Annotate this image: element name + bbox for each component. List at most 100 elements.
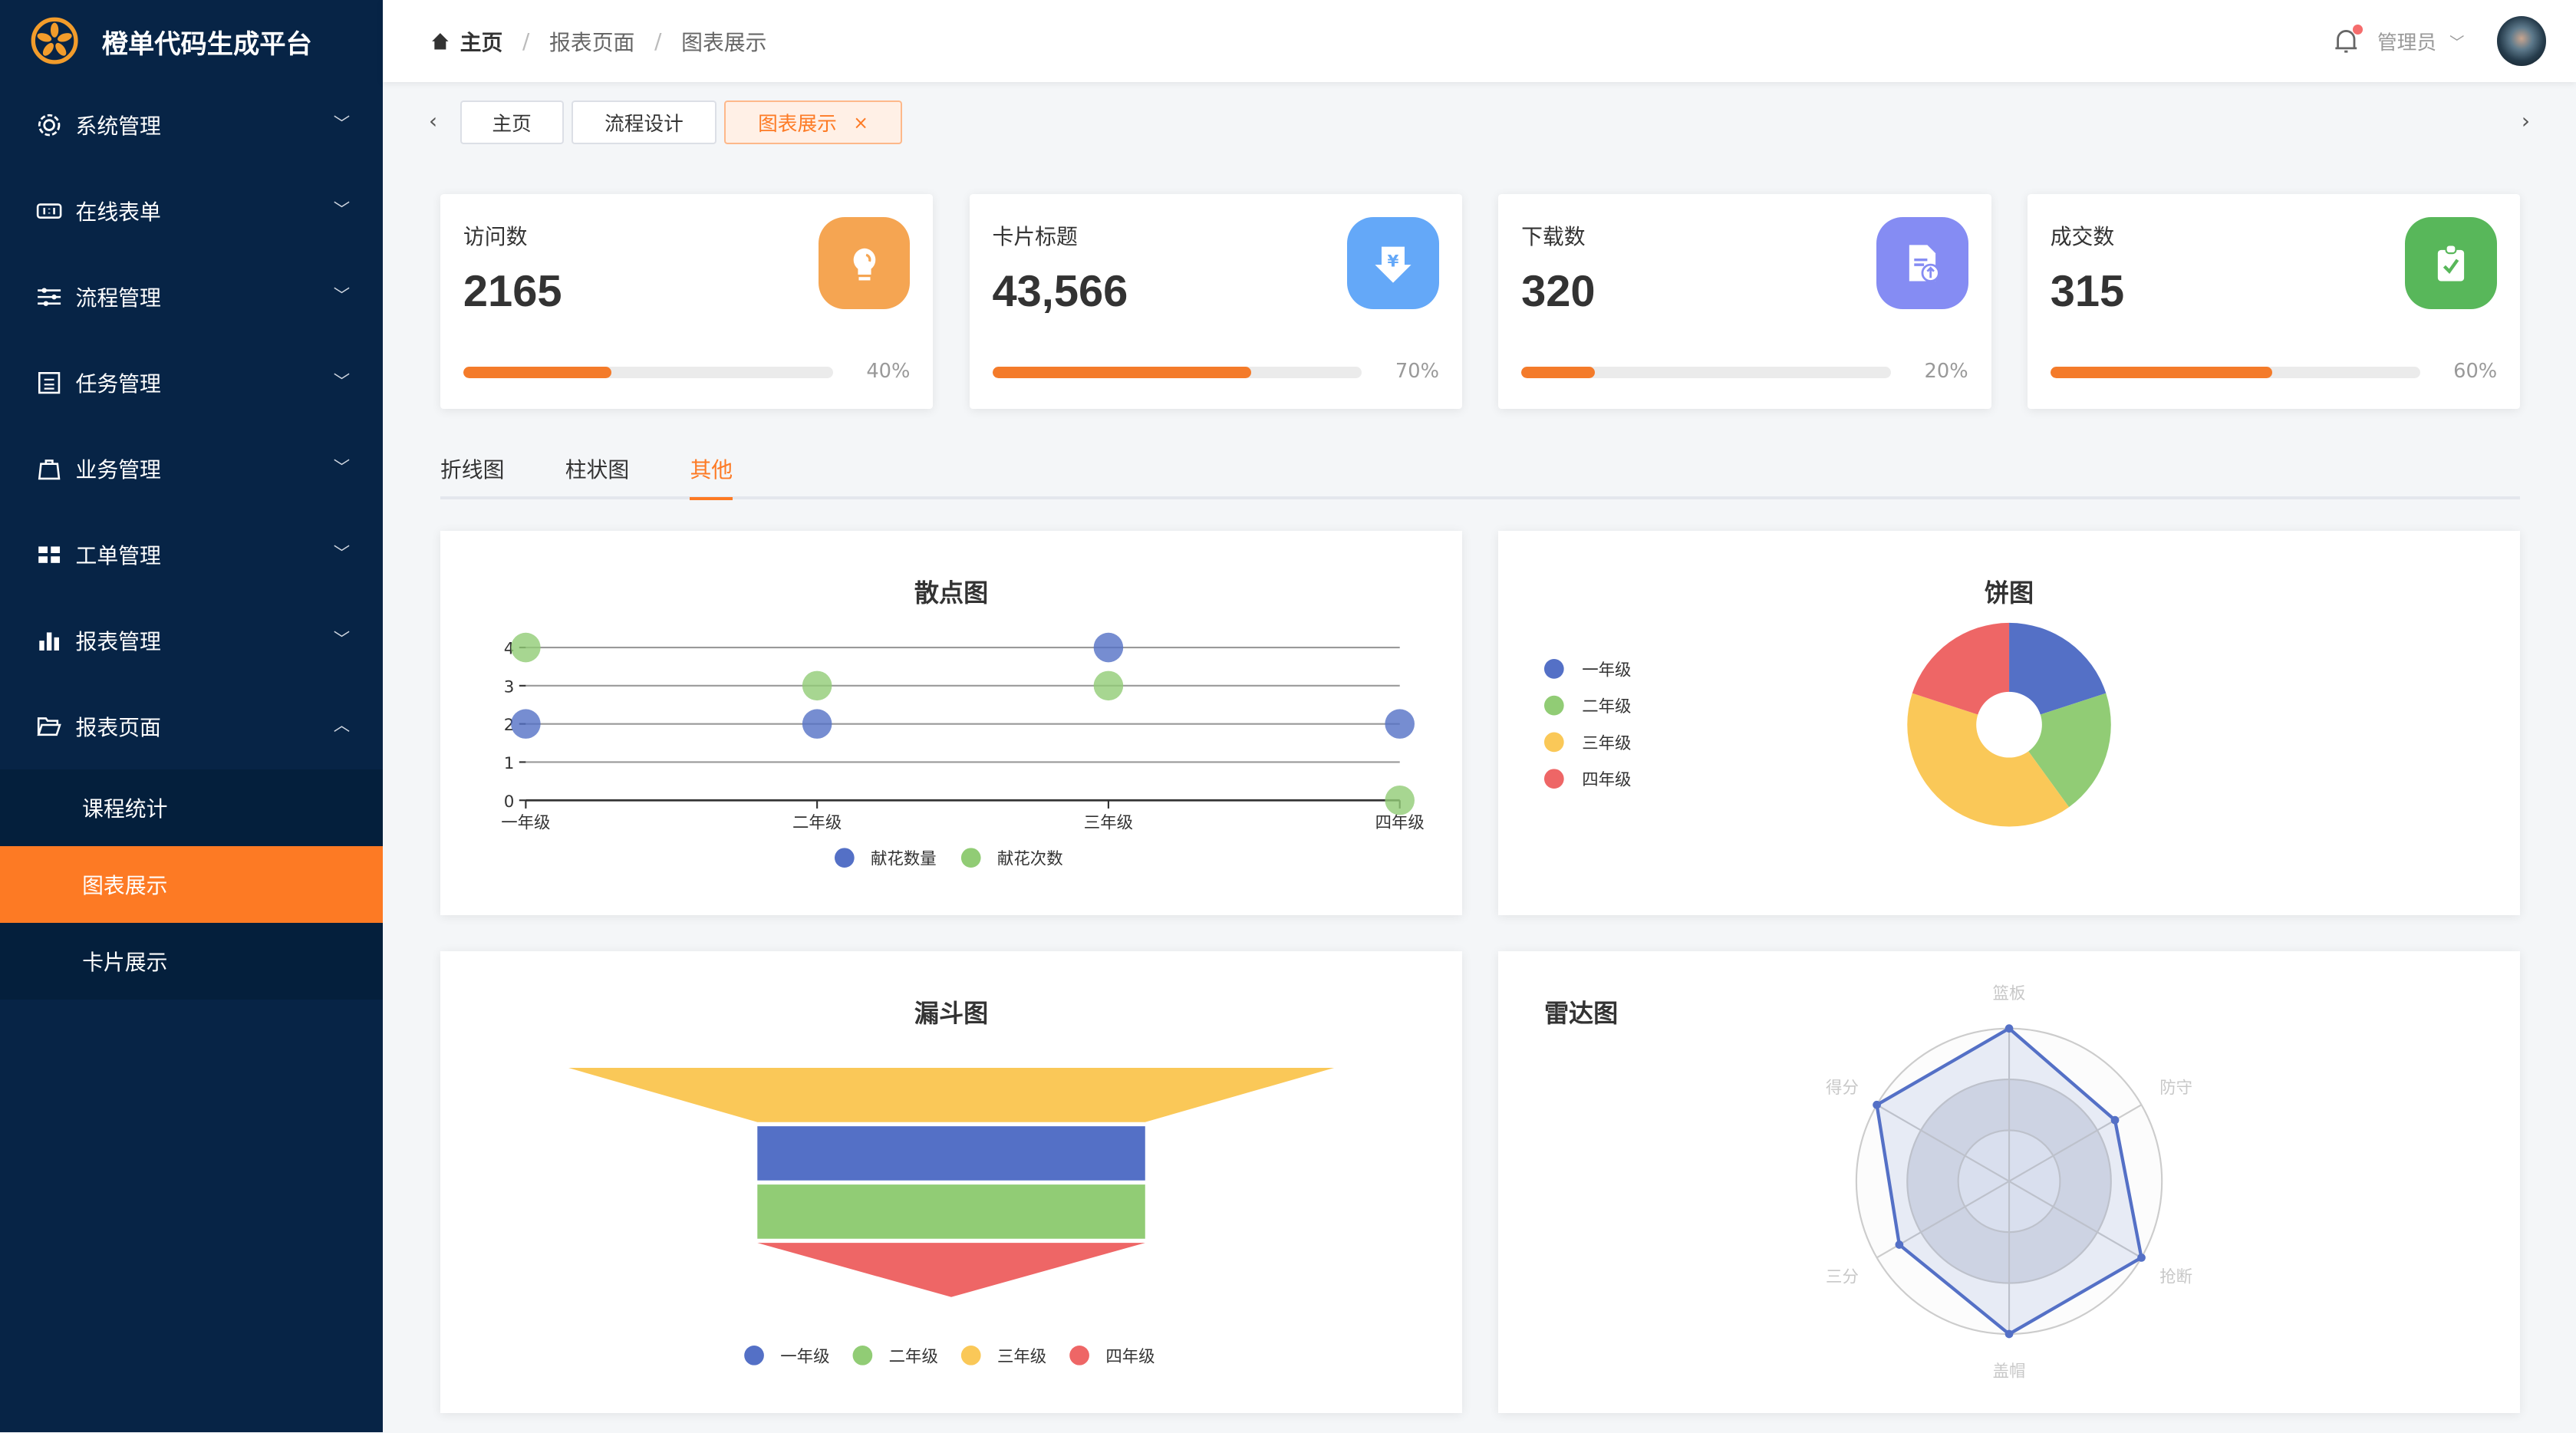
breadcrumb-separator: / bbox=[522, 28, 530, 54]
card-value: 43,566 bbox=[992, 266, 1128, 316]
x-tick-label: 二年级 bbox=[792, 813, 842, 832]
chevron-down-icon: ﹀ bbox=[333, 544, 351, 564]
chevron-down-icon: ﹀ bbox=[333, 114, 351, 134]
scatter-point-blue bbox=[1385, 709, 1415, 739]
card-title: 卡片标题 bbox=[992, 223, 1078, 249]
chevron-down-icon: ﹀ bbox=[333, 286, 351, 306]
card-value: 320 bbox=[1521, 266, 1596, 316]
radar-indicator-label: 三分 bbox=[1826, 1268, 1859, 1287]
sidebar-item-label: 报表页面 bbox=[75, 715, 161, 741]
legend-marker bbox=[1544, 658, 1564, 679]
tab-label: 主页 bbox=[492, 113, 532, 137]
chart-title: 散点图 bbox=[914, 578, 988, 608]
chevron-down-icon[interactable]: ﹀ bbox=[2449, 33, 2465, 51]
radar-indicator-label: 篮板 bbox=[1993, 984, 2026, 1003]
chart-tabs: 折线图 柱状图 其他 bbox=[440, 443, 2521, 501]
radar-point bbox=[2110, 1115, 2120, 1125]
tab-flow-design[interactable]: 流程设计 bbox=[572, 100, 716, 145]
sidebar: 橙单代码生成平台 系统管理 ﹀ 在线表单 ﹀ 流程管理 ﹀ 任务管理 ﹀ 业务管理 ﹀ 工单管理 ﹀ 报… bbox=[0, 0, 383, 1433]
grid-icon bbox=[36, 542, 62, 568]
funnel-segment bbox=[757, 1184, 1145, 1239]
radar-point bbox=[1895, 1240, 1904, 1249]
card-progress-bar bbox=[2050, 366, 2420, 378]
chart-title: 饼图 bbox=[1985, 578, 2034, 608]
sidebar-item[interactable]: 报表管理 ﹀ bbox=[0, 598, 383, 684]
radar-indicator-label: 防守 bbox=[2159, 1079, 2192, 1098]
sidebar-item[interactable]: 工单管理 ﹀ bbox=[0, 512, 383, 598]
tab-home[interactable]: 主页 bbox=[460, 100, 564, 145]
sidebar-item-label: 流程管理 bbox=[75, 285, 161, 311]
breadcrumb: 主页 / 报表页面 / 图表展示 bbox=[430, 26, 766, 57]
chart-tab-other[interactable]: 其他 bbox=[690, 453, 733, 501]
sidebar-item[interactable]: 流程管理 ﹀ bbox=[0, 254, 383, 340]
tab-chart-display[interactable]: 图表展示 × bbox=[724, 100, 902, 145]
funnel-segment bbox=[568, 1068, 1334, 1122]
sidebar-item[interactable]: 任务管理 ﹀ bbox=[0, 340, 383, 426]
card-progress-percent: 20% bbox=[1924, 360, 1968, 383]
radar-panel: 雷达图 篮板 防守 抢断 盖帽 三分 得分 bbox=[1498, 950, 2521, 1413]
folder-icon bbox=[36, 713, 62, 740]
funnel-segment bbox=[757, 1243, 1145, 1297]
sidebar-subitem-label: 图表展示 bbox=[82, 873, 168, 899]
pie-slice bbox=[2009, 622, 2107, 715]
breadcrumb-report-page[interactable]: 报表页面 bbox=[549, 29, 635, 55]
task-list-icon bbox=[36, 370, 62, 396]
pie-panel: 饼图 一年级 二年级 三年级 四年级 bbox=[1498, 530, 2521, 915]
chart-tab-bar[interactable]: 柱状图 bbox=[565, 457, 630, 483]
legend-marker bbox=[960, 1345, 981, 1365]
legend-label: 一年级 bbox=[780, 1347, 829, 1366]
radar-point bbox=[2004, 1024, 2014, 1033]
card-progress-fill bbox=[2050, 366, 2272, 378]
sidebar-subitem[interactable]: 图表展示 bbox=[0, 846, 383, 924]
notification-bell-icon[interactable] bbox=[2331, 25, 2363, 56]
yuan-download-icon: ¥ bbox=[1347, 216, 1440, 309]
y-tick-label: 1 bbox=[504, 754, 515, 773]
legend-label: 献花次数 bbox=[997, 849, 1063, 868]
logo[interactable]: 橙单代码生成平台 bbox=[0, 0, 383, 82]
form-icon bbox=[36, 198, 62, 224]
app-title: 橙单代码生成平台 bbox=[101, 28, 312, 60]
tabs-scroll-right-icon[interactable]: › bbox=[2521, 108, 2531, 134]
gear-icon bbox=[36, 112, 62, 138]
sidebar-item[interactable]: 在线表单 ﹀ bbox=[0, 168, 383, 254]
scatter-panel: 散点图 0 1 2 3 4 一年级 二年级 三年级 四年级 献花数量 献花次数 bbox=[440, 530, 1462, 915]
sidebar-subitem[interactable]: 卡片展示 bbox=[0, 923, 383, 1000]
scatter-point-green bbox=[511, 632, 541, 663]
radar-axis bbox=[2008, 1180, 2143, 1259]
sidebar-item[interactable]: 业务管理 ﹀ bbox=[0, 426, 383, 512]
pie-slice bbox=[1912, 622, 2010, 715]
x-tick-label: 一年级 bbox=[501, 813, 550, 832]
close-icon[interactable]: × bbox=[853, 111, 868, 133]
header: 主页 / 报表页面 / 图表展示 管理员 ﹀ bbox=[382, 0, 2576, 83]
chevron-down-icon: ﹀ bbox=[333, 630, 351, 650]
lightbulb-icon bbox=[818, 216, 911, 309]
scatter-point-green bbox=[802, 670, 832, 700]
card-progress-percent: 40% bbox=[866, 360, 911, 383]
card-progress-bar bbox=[1521, 366, 1891, 378]
breadcrumb-separator: / bbox=[654, 28, 662, 54]
sidebar-item[interactable]: 报表页面 ︿ bbox=[0, 684, 383, 769]
avatar[interactable] bbox=[2497, 16, 2547, 66]
x-tick-label: 四年级 bbox=[1375, 813, 1425, 832]
breadcrumb-home[interactable]: 主页 bbox=[460, 29, 503, 55]
chart-tab-line[interactable]: 折线图 bbox=[440, 457, 505, 483]
legend-label: 四年级 bbox=[1582, 770, 1631, 789]
user-menu[interactable]: 管理员 bbox=[2377, 31, 2437, 55]
scatter-point-blue bbox=[802, 709, 832, 739]
home-icon bbox=[432, 32, 449, 50]
legend-label: 三年级 bbox=[997, 1347, 1046, 1366]
sidebar-item-label: 系统管理 bbox=[75, 114, 161, 140]
legend-marker bbox=[852, 1345, 873, 1365]
card-value: 2165 bbox=[463, 266, 562, 316]
card-title: 成交数 bbox=[2050, 223, 2115, 249]
tabs-scroll-left-icon[interactable]: ‹ bbox=[428, 108, 438, 134]
y-tick-label: 3 bbox=[504, 677, 515, 697]
sliders-icon bbox=[36, 284, 62, 310]
funnel-panel: 漏斗图 一年级 二年级 三年级 四年级 bbox=[440, 950, 1462, 1413]
x-tick-label: 三年级 bbox=[1084, 813, 1133, 832]
clipboard-check-icon bbox=[2405, 216, 2498, 309]
sidebar-item[interactable]: 系统管理 ﹀ bbox=[0, 82, 383, 168]
sidebar-subitem[interactable]: 课程统计 bbox=[0, 769, 383, 847]
